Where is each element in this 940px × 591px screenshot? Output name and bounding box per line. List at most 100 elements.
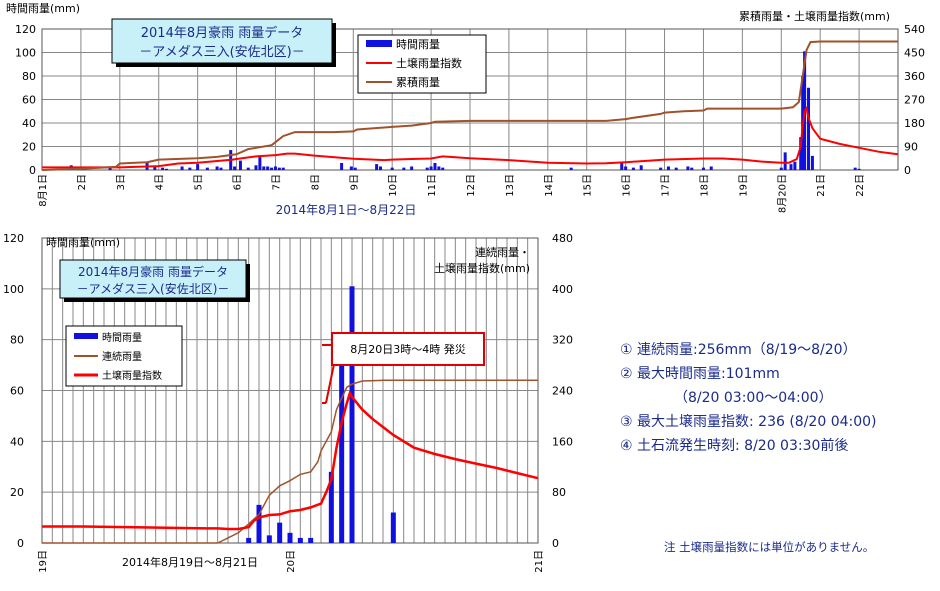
bar-hourly-rainfall xyxy=(328,471,334,543)
plot-frame xyxy=(41,28,899,171)
y-left-tick-label: 0 xyxy=(29,164,36,177)
y-right-tick-label: 400 xyxy=(552,283,573,296)
bar-hourly-rainfall xyxy=(258,157,262,170)
chart-title-line2: －アメダス三入(安佐北区)－ xyxy=(139,45,305,60)
bar-hourly-rainfall xyxy=(793,161,797,170)
summary-item-max-hourly: ② 最大時間雨量:101mm xyxy=(620,366,780,382)
bar-hourly-rainfall xyxy=(620,162,624,170)
y-right-tick-label: 160 xyxy=(552,435,573,448)
y-left-tick-label: 40 xyxy=(10,435,24,448)
bar-hourly-rainfall xyxy=(410,166,414,170)
y-right-tick-label: 0 xyxy=(904,164,911,177)
x-tick-label: 17日 xyxy=(661,174,672,197)
x-tick-label: 19日 xyxy=(38,550,49,573)
line-continuous-rainfall xyxy=(42,379,538,544)
bar-hourly-rainfall xyxy=(256,504,262,543)
bar-hourly-rainfall xyxy=(349,286,355,543)
x-tick-label: 4日 xyxy=(155,174,166,190)
y-left-tick-label: 0 xyxy=(17,537,24,550)
y-right-tick-label: 360 xyxy=(904,70,925,83)
chart-title-line1: 2014年8月豪雨 雨量データ xyxy=(78,264,228,279)
y-right-tick-label: 270 xyxy=(904,94,925,107)
bar-hourly-rainfall xyxy=(433,162,437,170)
y-left-tick-label: 100 xyxy=(3,283,24,296)
bar-hourly-rainfall xyxy=(205,167,209,170)
legend-label: 時間雨量 xyxy=(396,38,440,51)
bar-hourly-rainfall xyxy=(799,137,803,170)
bar-hourly-rainfall xyxy=(379,166,383,170)
line-soil-rain-index xyxy=(42,389,539,531)
y-left-axis-label: 時間雨量(mm) xyxy=(46,236,120,249)
bar-hourly-rainfall xyxy=(266,535,272,543)
y-right-axis-label-line1: 連続雨量・ xyxy=(475,245,530,259)
bar-hourly-rainfall xyxy=(425,167,429,170)
x-axis-caption: 2014年8月19日～8月21日 xyxy=(122,555,258,569)
bar-hourly-rainfall xyxy=(624,166,628,170)
summary-item-max-hourly-time: （8/20 03:00～04:00） xyxy=(674,390,833,406)
bar-hourly-rainfall xyxy=(349,166,353,170)
bar-hourly-rainfall xyxy=(308,537,314,543)
bar-hourly-rainfall xyxy=(297,537,303,543)
bar-hourly-rainfall xyxy=(686,166,690,170)
x-tick-label: 8月20日 xyxy=(776,174,788,213)
title-box xyxy=(59,259,247,299)
chart-title-line2: －アメダス三入(安佐北区)－ xyxy=(77,281,230,296)
x-tick-label: 6日 xyxy=(233,174,244,190)
x-tick-label: 10日 xyxy=(388,174,399,197)
x-tick-label: 18日 xyxy=(699,174,710,197)
x-axis-caption: 2014年8月1日～8月22日 xyxy=(276,203,417,217)
bar-hourly-rainfall xyxy=(277,522,283,543)
line-soil-rain-index xyxy=(42,105,899,169)
bar-hourly-rainfall xyxy=(254,165,258,170)
bar-hourly-rainfall xyxy=(233,166,237,170)
bar-hourly-rainfall xyxy=(674,167,678,170)
y-left-tick-label: 100 xyxy=(15,47,36,60)
y-right-axis-label-line2: 土壌雨量指数(mm) xyxy=(434,261,530,275)
chart-title-line1: 2014年8月豪雨 雨量データ xyxy=(141,25,304,41)
bar-hourly-rainfall xyxy=(215,166,219,170)
bar-hourly-rainfall xyxy=(340,162,344,170)
bar-hourly-rainfall xyxy=(437,166,441,170)
legend-label: 土壌雨量指数 xyxy=(396,56,462,70)
legend-swatch-hourly xyxy=(74,333,98,339)
bar-hourly-rainfall xyxy=(659,167,663,170)
bar-hourly-rainfall xyxy=(631,167,635,170)
y-right-tick-label: 180 xyxy=(904,117,925,130)
annotation-text: 8月20日3時～4時 発災 xyxy=(350,342,466,356)
x-tick-label: 9日 xyxy=(349,174,360,190)
bar-hourly-rainfall xyxy=(238,160,242,170)
bar-hourly-rainfall xyxy=(262,166,266,170)
legend-label: 土壌雨量指数 xyxy=(102,369,162,382)
note-text: 注 土壌雨量指数には単位がありません。 xyxy=(664,540,875,554)
bar-hourly-rainfall xyxy=(390,167,394,170)
x-tick-label: 16日 xyxy=(622,174,633,197)
x-tick-label: 20日 xyxy=(286,550,297,573)
bar-hourly-rainfall xyxy=(287,532,293,543)
bar-hourly-rainfall xyxy=(779,167,783,170)
x-tick-label: 15日 xyxy=(583,174,594,197)
x-tick-label: 2日 xyxy=(77,174,88,190)
x-tick-label: 11日 xyxy=(427,174,438,197)
annotation-arrow xyxy=(325,363,335,404)
y-right-tick-label: 450 xyxy=(904,47,925,60)
bar-hourly-rainfall xyxy=(701,167,705,170)
bar-hourly-rainfall xyxy=(246,167,250,170)
bar-hourly-rainfall xyxy=(390,512,396,543)
summary-panel: ① 連続雨量:256mm（8/19～8/20） ② 最大時間雨量:101mm （… xyxy=(620,338,930,458)
x-tick-label: 8日 xyxy=(310,174,321,190)
bar-hourly-rainfall xyxy=(281,167,285,170)
y-right-tick-label: 320 xyxy=(552,334,573,347)
bar-hourly-rainfall xyxy=(161,167,165,170)
summary-item-max-soil-index: ③ 最大土壌雨量指数: 236 (8/20 04:00) xyxy=(620,414,877,430)
x-tick-label: 19日 xyxy=(738,174,749,197)
bar-hourly-rainfall xyxy=(857,168,861,170)
bar-hourly-rainfall xyxy=(266,166,270,170)
legend-label: 累積雨量 xyxy=(396,75,440,89)
legend-label: 連続雨量 xyxy=(102,350,142,363)
bar-hourly-rainfall xyxy=(108,167,112,170)
y-left-tick-label: 60 xyxy=(22,94,36,107)
y-left-tick-label: 80 xyxy=(22,70,36,83)
bar-hourly-rainfall xyxy=(666,166,670,170)
bar-hourly-rainfall xyxy=(270,167,274,170)
bar-hourly-rainfall xyxy=(709,166,713,170)
